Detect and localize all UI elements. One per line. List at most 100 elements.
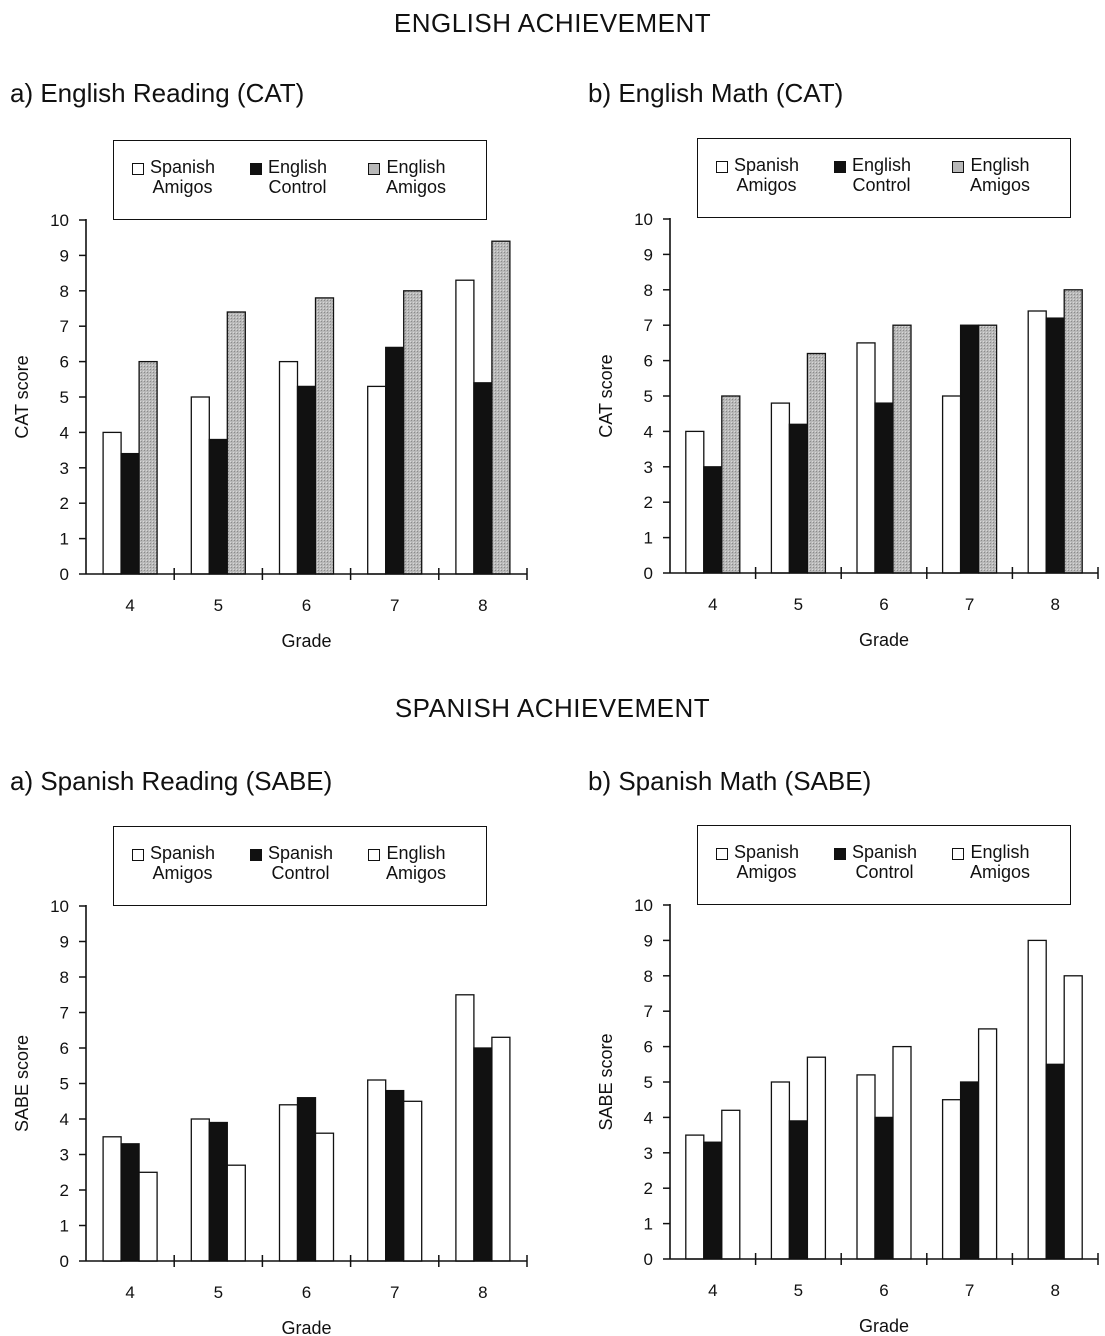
y-tick-label: 0 bbox=[644, 1250, 653, 1269]
x-axis-label: Grade bbox=[281, 631, 331, 651]
legend-label: Spanish Amigos bbox=[150, 843, 215, 883]
bar-spanish-amigos-grade-8 bbox=[455, 279, 475, 575]
legend-swatch-white bbox=[716, 161, 728, 173]
y-tick-label: 9 bbox=[60, 246, 69, 265]
bar-spanish-amigos-grade-4 bbox=[102, 431, 122, 575]
y-tick-label: 7 bbox=[60, 317, 69, 336]
bar-spanish-amigos-grade-5 bbox=[770, 402, 791, 574]
bar-spanish-control-grade-4 bbox=[703, 1141, 723, 1260]
x-tick-label: 4 bbox=[125, 1283, 134, 1302]
y-tick-label: 1 bbox=[60, 1217, 69, 1236]
x-tick-label: 7 bbox=[965, 1281, 974, 1300]
x-tick-label: 4 bbox=[125, 596, 134, 615]
bar-english-control-grade-7 bbox=[385, 346, 405, 575]
x-tick-label: 4 bbox=[708, 1281, 717, 1300]
chart-panel-1: 4 5 6 7 8 0 1 2 3 4 5 6 7 8 9 10 Grade CAT score bbox=[596, 210, 1099, 650]
x-tick-label: 7 bbox=[390, 596, 399, 615]
y-tick-label: 2 bbox=[644, 493, 653, 512]
y-tick-label: 1 bbox=[644, 1215, 653, 1234]
chart-panel-3: 4 5 6 7 8 0 1 2 3 4 5 6 7 8 9 10 Grade SABE score bbox=[596, 896, 1099, 1336]
y-tick-label: 5 bbox=[60, 1075, 69, 1094]
bar-english-amigos-grade-4 bbox=[138, 1171, 158, 1262]
bar-spanish-control-grade-5 bbox=[208, 1121, 228, 1262]
bar-spanish-amigos-grade-8 bbox=[1027, 310, 1047, 574]
bar-spanish-control-grade-8 bbox=[473, 1047, 493, 1262]
legend-label: Spanish Amigos bbox=[734, 842, 799, 882]
chart-panel-0: 4 5 6 7 8 0 1 2 3 4 5 6 7 8 9 10 Grade CAT score bbox=[12, 211, 528, 651]
y-tick-label: 9 bbox=[644, 931, 653, 950]
legend-box: Spanish Amigos English Control English Amigos bbox=[113, 140, 487, 220]
x-tick-label: 5 bbox=[214, 1283, 223, 1302]
legend-label: English Amigos bbox=[970, 842, 1030, 882]
bar-english-amigos-grade-6 bbox=[314, 297, 335, 575]
bar-english-amigos-grade-6 bbox=[892, 1045, 912, 1260]
y-tick-label: 10 bbox=[634, 210, 653, 229]
legend-label-line: Control bbox=[271, 863, 330, 883]
x-tick-label: 5 bbox=[794, 595, 803, 614]
legend-swatch-black bbox=[250, 163, 262, 175]
x-tick-label: 7 bbox=[965, 595, 974, 614]
bar-english-control-grade-5 bbox=[788, 423, 809, 574]
bar-spanish-amigos-grade-6 bbox=[278, 1104, 299, 1262]
legend-label: English Amigos bbox=[386, 157, 446, 197]
y-tick-label: 4 bbox=[644, 422, 653, 441]
y-tick-label: 8 bbox=[60, 968, 69, 987]
bar-spanish-amigos-grade-6 bbox=[278, 360, 299, 575]
y-axis-label: SABE score bbox=[12, 1035, 32, 1132]
x-axis-label: Grade bbox=[859, 1316, 909, 1336]
x-tick-label: 5 bbox=[214, 596, 223, 615]
y-tick-label: 3 bbox=[644, 1144, 653, 1163]
x-tick-label: 6 bbox=[302, 1283, 311, 1302]
bar-english-amigos-grade-8 bbox=[491, 240, 511, 575]
chart-panel-2: 4 5 6 7 8 0 1 2 3 4 5 6 7 8 9 10 Grade SABE score bbox=[12, 897, 528, 1336]
bar-english-amigos-grade-6 bbox=[892, 324, 912, 574]
y-tick-label: 5 bbox=[644, 1073, 653, 1092]
bar-spanish-control-grade-6 bbox=[296, 1097, 317, 1262]
y-axis-label: SABE score bbox=[596, 1033, 616, 1130]
legend-label: English Amigos bbox=[970, 155, 1030, 195]
bar-english-amigos-grade-4 bbox=[138, 360, 158, 575]
spanish-section-title: SPANISH ACHIEVEMENT bbox=[394, 693, 711, 723]
legend-swatch-white bbox=[716, 848, 728, 860]
legend-label: Spanish Control bbox=[268, 843, 333, 883]
panel-title-spanish-math: b) Spanish Math (SABE) bbox=[588, 766, 872, 796]
bar-english-amigos-grade-5 bbox=[806, 352, 827, 574]
legend-label-line: English bbox=[386, 843, 446, 863]
bar-spanish-control-grade-7 bbox=[385, 1089, 405, 1262]
y-tick-label: 5 bbox=[644, 387, 653, 406]
legend-label-line: Spanish bbox=[734, 155, 800, 175]
bar-english-control-grade-6 bbox=[296, 385, 317, 575]
bar-spanish-amigos-grade-8 bbox=[1027, 939, 1047, 1260]
bar-english-control-grade-4 bbox=[120, 452, 140, 575]
bar-spanish-control-grade-5 bbox=[788, 1120, 809, 1260]
bar-spanish-amigos-grade-5 bbox=[190, 1118, 210, 1262]
y-tick-label: 4 bbox=[60, 1110, 69, 1129]
y-axis-label: CAT score bbox=[12, 355, 32, 438]
y-tick-label: 8 bbox=[644, 967, 653, 986]
bar-english-amigos-grade-5 bbox=[226, 311, 246, 575]
legend-label-line: English bbox=[386, 157, 446, 177]
legend-label-line: Spanish bbox=[734, 842, 800, 862]
bar-english-control-grade-5 bbox=[208, 438, 228, 575]
bar-english-amigos-grade-4 bbox=[721, 395, 741, 574]
bar-english-control-grade-7 bbox=[959, 324, 980, 574]
legend-label-line: Spanish bbox=[268, 843, 334, 863]
y-tick-label: 7 bbox=[644, 316, 653, 335]
legend-box: Spanish Amigos English Control English Amigos bbox=[697, 138, 1071, 218]
y-tick-label: 6 bbox=[644, 352, 653, 371]
legend-label-line: Control bbox=[852, 175, 911, 195]
bar-english-control-grade-8 bbox=[473, 382, 493, 575]
x-tick-label: 8 bbox=[1050, 1281, 1059, 1300]
bar-spanish-amigos-grade-4 bbox=[685, 430, 705, 574]
bar-english-amigos-grade-5 bbox=[226, 1164, 246, 1262]
panel-title-english-reading: a) English Reading (CAT) bbox=[10, 78, 305, 108]
x-tick-label: 8 bbox=[478, 596, 487, 615]
y-tick-label: 0 bbox=[644, 564, 653, 583]
y-tick-label: 8 bbox=[60, 282, 69, 301]
y-tick-label: 4 bbox=[644, 1108, 653, 1127]
legend-label-line: Spanish bbox=[150, 843, 216, 863]
bar-spanish-amigos-grade-4 bbox=[102, 1136, 122, 1262]
english-section-title: ENGLISH ACHIEVEMENT bbox=[393, 8, 712, 38]
legend-swatch-white bbox=[952, 848, 964, 860]
